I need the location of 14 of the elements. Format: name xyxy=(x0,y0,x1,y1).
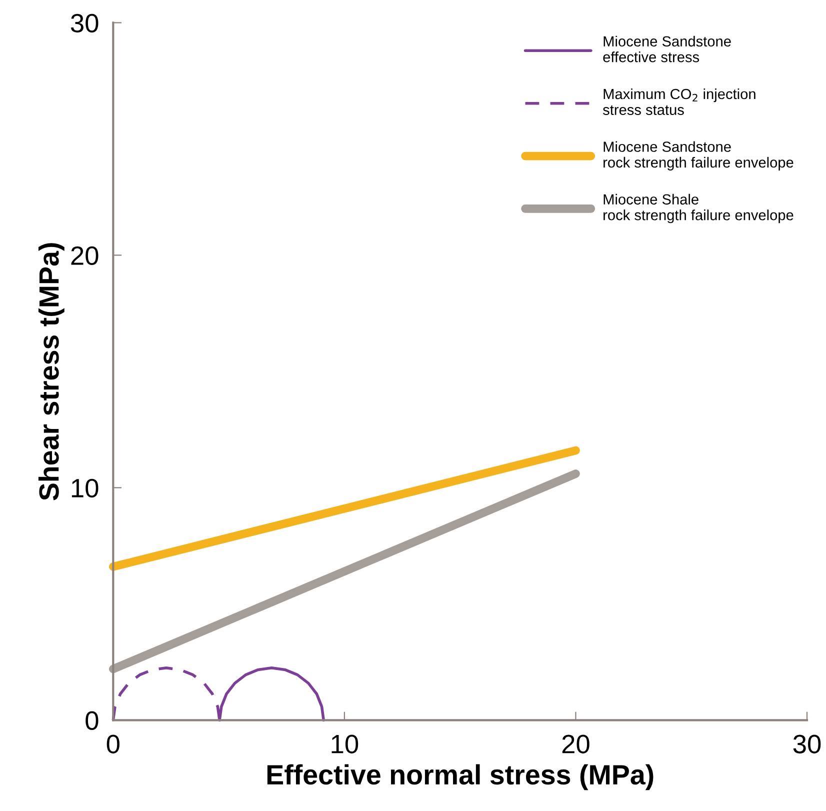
legend-label: Miocene Sandstone effective stress xyxy=(603,36,731,62)
y-axis-title: Shear stress t(MPa) xyxy=(38,243,64,500)
legend-label: Miocene Shale rock strength failure envelope xyxy=(604,194,794,224)
legend-label: Miocene Sandstone rock strength failure envelope xyxy=(604,141,794,171)
y-tick-label: 0 xyxy=(86,711,98,730)
x-tick-label: 20 xyxy=(562,734,590,754)
y-tick-label: 20 xyxy=(71,246,98,266)
x-axis-title: Effective normal stress (MPa) xyxy=(267,764,654,790)
text: Maximum CO$_{2}$ injection stress status xyxy=(602,88,756,116)
x-tick-label: 10 xyxy=(332,734,358,754)
y-tick-label: 30 xyxy=(70,14,98,33)
x-tick-label: 0 xyxy=(106,734,120,754)
y-tick-label: 10 xyxy=(72,478,98,498)
x-tick-label: 30 xyxy=(793,734,821,754)
